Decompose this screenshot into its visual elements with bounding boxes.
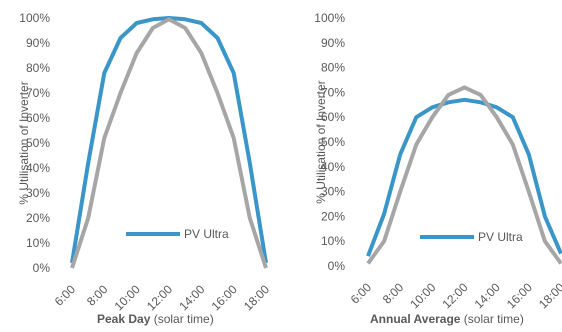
annual-average-y-tick-label: 10% [321, 234, 345, 248]
peak-day-series-line-secondary [70, 17, 268, 269]
annual-average-y-axis-title: % Utilisation of Inverter [314, 80, 328, 203]
peak-day-x-tick-label: 6:00 [52, 282, 79, 309]
peak-day-y-tick-label: 40% [26, 161, 50, 175]
annual-average-x-tick-label: 16:00 [504, 280, 535, 311]
annual-average-series-line-pv-ultra [366, 97, 562, 257]
annual-average-y-tick-label: 20% [321, 209, 345, 223]
peak-day-x-tick-label: 10:00 [112, 282, 143, 313]
annual-average-y-tick-label: 40% [321, 160, 345, 174]
peak-day-x-tick-label: 18:00 [241, 282, 272, 313]
annual-average-y-tick-label: 60% [321, 110, 345, 124]
peak-day-x-title-bold: Peak Day [97, 312, 151, 326]
peak-day-y-tick-label: 20% [26, 211, 50, 225]
peak-day-x-tick-label: 16:00 [209, 282, 240, 313]
annual-average-chart: 0% 10% 20% 30% 40% 50% 60% 70% 80% 90% 100% 6:00 8:0… [314, 11, 562, 311]
annual-average-x-axis-title: Annual Average (solar time) [370, 312, 524, 326]
annual-average-x-tick-label: 12:00 [439, 280, 470, 311]
annual-average-y-tick-label: 100% [314, 11, 345, 25]
annual-average-x-tick-label: 8:00 [380, 280, 407, 307]
peak-day-y-tick-label: 30% [26, 186, 50, 200]
annual-average-y-tick-label: 30% [321, 185, 345, 199]
peak-day-legend-label: PV Ultra [184, 227, 229, 241]
peak-day-chart: 0% 10% 20% 30% 40% 50% 60% 70% 80% 90% 100% 6:00 8:0… [17, 11, 272, 313]
annual-average-x-tick-label: 6:00 [348, 280, 375, 307]
annual-average-y-tick-label: 90% [321, 36, 345, 50]
peak-day-x-axis-title: Peak Day (solar time) [97, 312, 214, 326]
peak-day-y-axis-title: % Utilisation of Inverter [17, 81, 31, 204]
annual-average-x-tick-label: 10:00 [407, 280, 438, 311]
annual-average-x-title-rest: (solar time) [460, 312, 524, 326]
peak-day-x-tick-label: 12:00 [144, 282, 175, 313]
peak-day-series-line-pv-ultra [70, 16, 268, 264]
peak-day-y-tick-label: 50% [26, 136, 50, 150]
peak-day-x-tick-label: 8:00 [84, 282, 111, 309]
annual-average-x-tick-label: 18:00 [536, 280, 562, 311]
annual-average-y-tick-label: 80% [321, 61, 345, 75]
peak-day-y-tick-label: 10% [26, 236, 50, 250]
annual-average-y-tick-label: 70% [321, 85, 345, 99]
peak-day-y-tick-label: 80% [26, 61, 50, 75]
annual-average-y-tick-label: 50% [321, 135, 345, 149]
peak-day-y-tick-label: 90% [26, 36, 50, 50]
peak-day-y-tick-label: 60% [26, 111, 50, 125]
peak-day-x-title-rest: (solar time) [150, 312, 214, 326]
annual-average-x-tick-label: 14:00 [472, 280, 503, 311]
annual-average-y-tick-label: 0% [328, 259, 346, 273]
peak-day-y-tick-label: 100% [19, 11, 50, 25]
annual-average-x-title-bold: Annual Average [370, 312, 461, 326]
peak-day-y-tick-label: 70% [26, 86, 50, 100]
peak-day-x-tick-label: 14:00 [176, 282, 207, 313]
peak-day-y-tick-label: 0% [33, 261, 51, 275]
annual-average-legend-label: PV Ultra [478, 230, 523, 244]
